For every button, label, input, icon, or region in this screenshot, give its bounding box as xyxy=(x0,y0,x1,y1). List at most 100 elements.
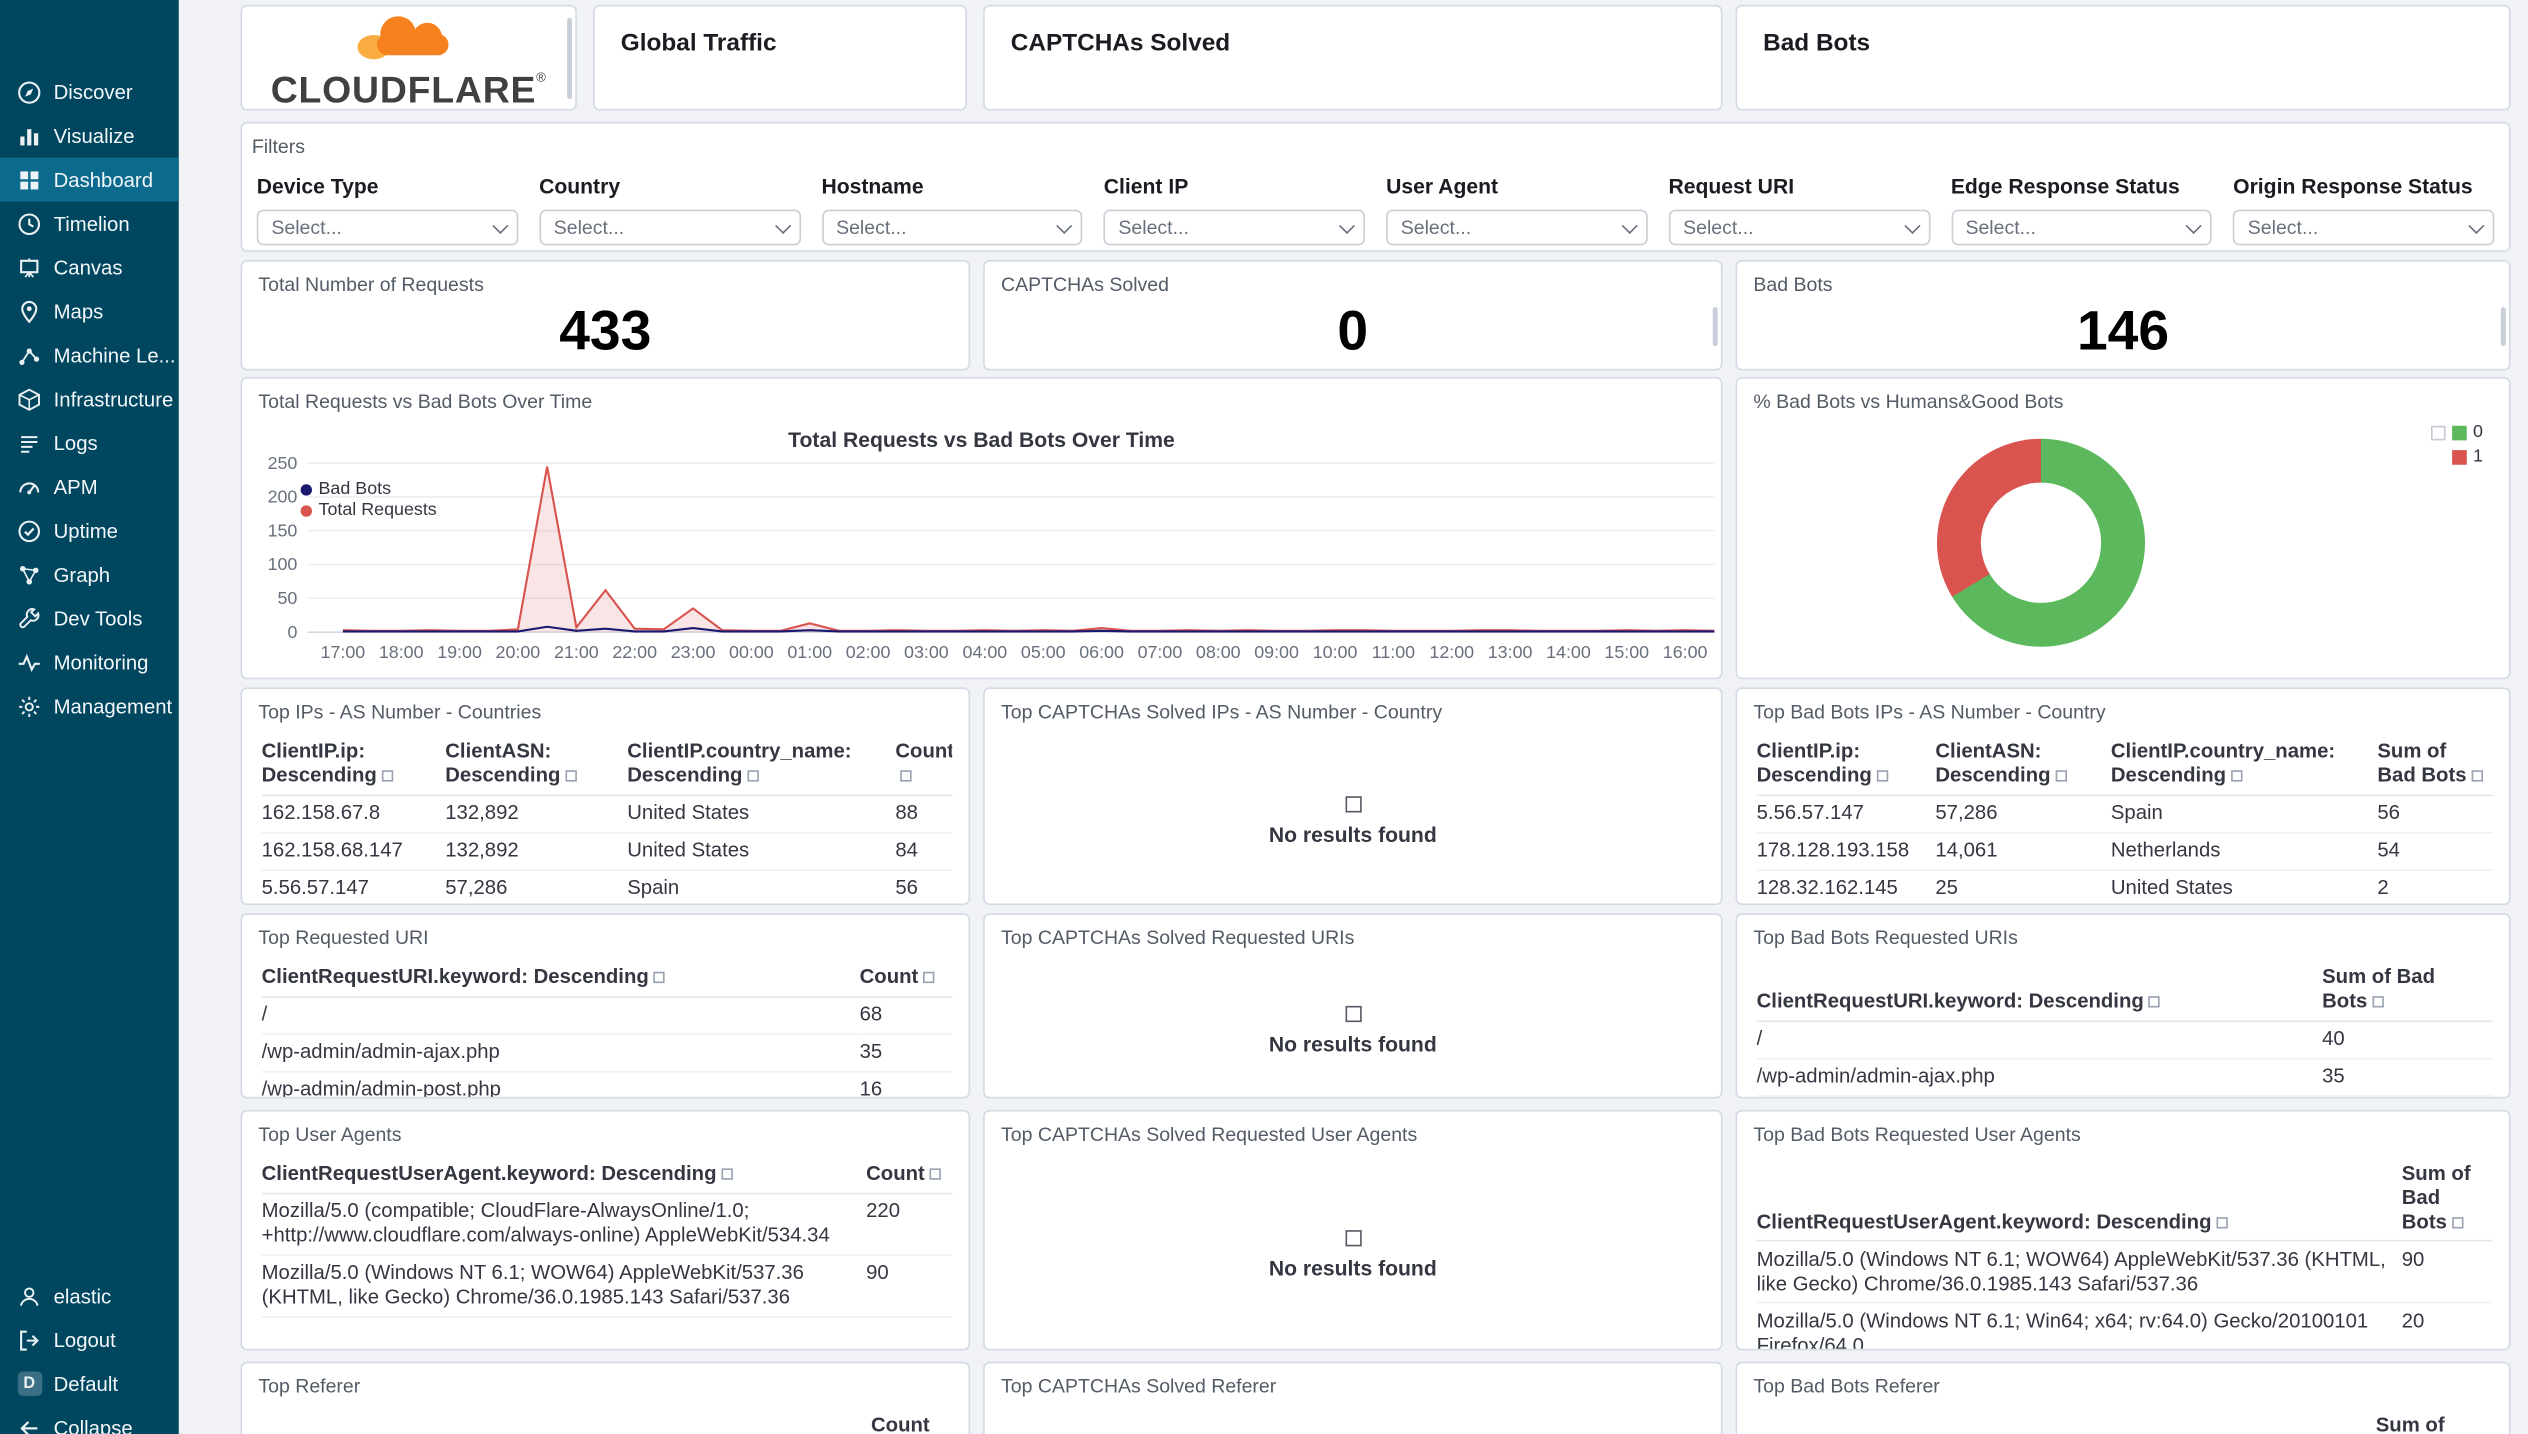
sort-icon xyxy=(2471,769,2483,782)
sort-icon xyxy=(929,1168,942,1180)
column-header[interactable] xyxy=(1756,1410,2376,1434)
svg-text:08:00: 08:00 xyxy=(1196,642,1241,662)
legend-item-bad-bots[interactable]: Bad Bots xyxy=(300,479,437,500)
sidebar-item-monitoring[interactable]: Monitoring xyxy=(0,640,179,684)
svg-text:03:00: 03:00 xyxy=(904,642,949,662)
data-table: ClientIP.ip: Descending ClientASN: Desce… xyxy=(261,736,953,904)
sidebar-item-maps[interactable]: Maps xyxy=(0,289,179,333)
column-header[interactable]: Count xyxy=(871,1410,953,1434)
scrollbar-thumb[interactable] xyxy=(2500,307,2506,347)
sort-icon xyxy=(2230,769,2243,782)
device-type-select[interactable]: Select... xyxy=(256,209,518,246)
markdown-panel-bad-bots: Bad Bots xyxy=(1735,4,2511,111)
column-header[interactable]: ClientRequestUserAgent.keyword: Descendi… xyxy=(261,1158,867,1194)
svg-text:14:00: 14:00 xyxy=(1546,642,1591,662)
column-header[interactable]: Sum of Bad Bots xyxy=(2401,1158,2493,1242)
sidebar-item-infrastructure[interactable]: Infrastructure xyxy=(0,377,179,421)
table-row: Mozilla/5.0 (Windows NT 6.1; WOW64) Appl… xyxy=(261,1254,953,1318)
sidebar-item-management[interactable]: Management xyxy=(0,684,179,728)
client-ip-select[interactable]: Select... xyxy=(1103,209,1365,246)
sidebar-item-timelion[interactable]: Timelion xyxy=(0,202,179,246)
hostname-select[interactable]: Select... xyxy=(821,209,1083,246)
svg-text:11:00: 11:00 xyxy=(1372,642,1415,662)
request-uri-select[interactable]: Select... xyxy=(1668,209,1930,246)
markdown-panel-global-traffic: Global Traffic xyxy=(593,4,967,111)
dashboard-grid-icon xyxy=(16,167,42,193)
table-row: Mozilla/5.0 (Windows NT 6.1; Win64; x64;… xyxy=(1756,1302,2493,1349)
map-pin-icon xyxy=(16,298,42,324)
line-chart-panel: Total Requests vs Bad Bots Over Time Tot… xyxy=(240,377,1723,680)
cloudflare-cloud-icon xyxy=(324,11,493,71)
legend-item-total-requests[interactable]: Total Requests xyxy=(300,501,437,522)
column-header[interactable]: ClientIP.country_name: Descending xyxy=(627,736,896,796)
column-header[interactable] xyxy=(261,1410,871,1434)
column-header[interactable]: ClientASN: Descending xyxy=(1935,736,2111,796)
sidebar-item-canvas[interactable]: Canvas xyxy=(0,245,179,289)
table-panel-badbot-referer: Top Bad Bots Referer Sum of Bad Bots xyxy=(1735,1361,2511,1434)
table-panel-captcha-ips: Top CAPTCHAs Solved IPs - AS Number - Co… xyxy=(983,687,1723,906)
country-select[interactable]: Select... xyxy=(539,209,801,246)
scrollbar-thumb[interactable] xyxy=(1712,307,1718,347)
sidebar-item-logs[interactable]: Logs xyxy=(0,421,179,465)
svg-text:00:00: 00:00 xyxy=(729,642,774,662)
data-table: ClientIP.ip: Descending ClientASN: Desce… xyxy=(1756,736,2493,904)
legend-checkbox-icon xyxy=(2430,425,2446,441)
sidebar-item-visualize[interactable]: Visualize xyxy=(0,114,179,158)
sidebar-item-dashboard[interactable]: Dashboard xyxy=(0,157,179,202)
markdown-title: Bad Bots xyxy=(1763,29,1871,57)
svg-text:0: 0 xyxy=(287,622,297,642)
empty-state-icon xyxy=(1344,795,1361,812)
data-table: Sum of Bad Bots xyxy=(1756,1410,2493,1434)
svg-text:04:00: 04:00 xyxy=(963,642,1008,662)
sidebar-item-machine-learning[interactable]: Machine Le... xyxy=(0,333,179,377)
sidebar-item-label: Infrastructure xyxy=(53,387,174,411)
column-header[interactable]: Count xyxy=(895,736,953,796)
user-agent-select[interactable]: Select... xyxy=(1386,209,1648,246)
origin-response-status-select[interactable]: Select... xyxy=(2233,209,2495,246)
legend-item-1[interactable]: 1 xyxy=(2431,445,2483,469)
svg-text:200: 200 xyxy=(268,487,298,507)
metric-value: 146 xyxy=(2076,300,2170,363)
column-header[interactable]: Sum of Bad Bots xyxy=(2377,736,2493,796)
sidebar-item-collapse[interactable]: Collapse xyxy=(0,1406,179,1434)
filter-country: Country Select... xyxy=(539,174,801,246)
legend-item-0[interactable]: 0 xyxy=(2430,421,2483,445)
column-header[interactable]: Sum of Bad Bots xyxy=(2375,1410,2493,1434)
collapse-arrow-icon xyxy=(16,1415,42,1434)
column-header[interactable]: ClientRequestUserAgent.keyword: Descendi… xyxy=(1756,1158,2402,1242)
sidebar-item-label: Dashboard xyxy=(53,168,154,191)
column-header[interactable]: ClientRequestURI.keyword: Descending xyxy=(261,962,860,998)
sidebar-item-default-space[interactable]: D Default xyxy=(0,1362,179,1406)
sidebar-item-dev-tools[interactable]: Dev Tools xyxy=(0,596,179,640)
column-header[interactable]: Count xyxy=(866,1158,953,1194)
sidebar-item-uptime[interactable]: Uptime xyxy=(0,509,179,553)
filter-edge-response-status: Edge Response Status Select... xyxy=(1950,174,2213,246)
sidebar-item-graph[interactable]: Graph xyxy=(0,553,179,597)
data-table: Count xyxy=(261,1410,953,1434)
column-header[interactable]: ClientASN: Descending xyxy=(445,736,628,796)
column-header[interactable]: ClientIP.ip: Descending xyxy=(1756,736,1936,796)
filter-hostname: Hostname Select... xyxy=(821,174,1083,246)
column-header[interactable]: Count xyxy=(859,962,953,998)
sidebar-item-label: Logs xyxy=(53,431,98,455)
edge-response-status-select[interactable]: Select... xyxy=(1950,209,2213,246)
empty-state: No results found xyxy=(985,738,1721,904)
svg-text:22:00: 22:00 xyxy=(612,642,657,662)
svg-text:19:00: 19:00 xyxy=(437,642,482,662)
sort-icon xyxy=(381,769,394,782)
column-header[interactable]: ClientIP.country_name: Descending xyxy=(2110,736,2378,796)
column-header[interactable]: Sum of Bad Bots xyxy=(2322,962,2493,1022)
sidebar-item-account[interactable]: elastic xyxy=(0,1274,179,1318)
table-row: 178.128.193.158 14,061 Netherlands 54 xyxy=(1756,832,2493,871)
chevron-down-icon xyxy=(491,217,508,235)
empty-state-icon xyxy=(1344,1229,1361,1246)
scrollbar-thumb[interactable] xyxy=(567,17,572,100)
sidebar-item-discover[interactable]: Discover xyxy=(0,70,179,114)
column-header[interactable]: ClientRequestURI.keyword: Descending xyxy=(1756,962,2323,1022)
donut-chart[interactable] xyxy=(1937,438,2145,647)
sidebar-item-apm[interactable]: APM xyxy=(0,465,179,509)
column-header[interactable]: ClientIP.ip: Descending xyxy=(261,736,446,796)
data-table: ClientRequestUserAgent.keyword: Descendi… xyxy=(1756,1158,2493,1349)
sidebar-item-logout[interactable]: Logout xyxy=(0,1318,179,1362)
cube-icon xyxy=(16,386,42,412)
